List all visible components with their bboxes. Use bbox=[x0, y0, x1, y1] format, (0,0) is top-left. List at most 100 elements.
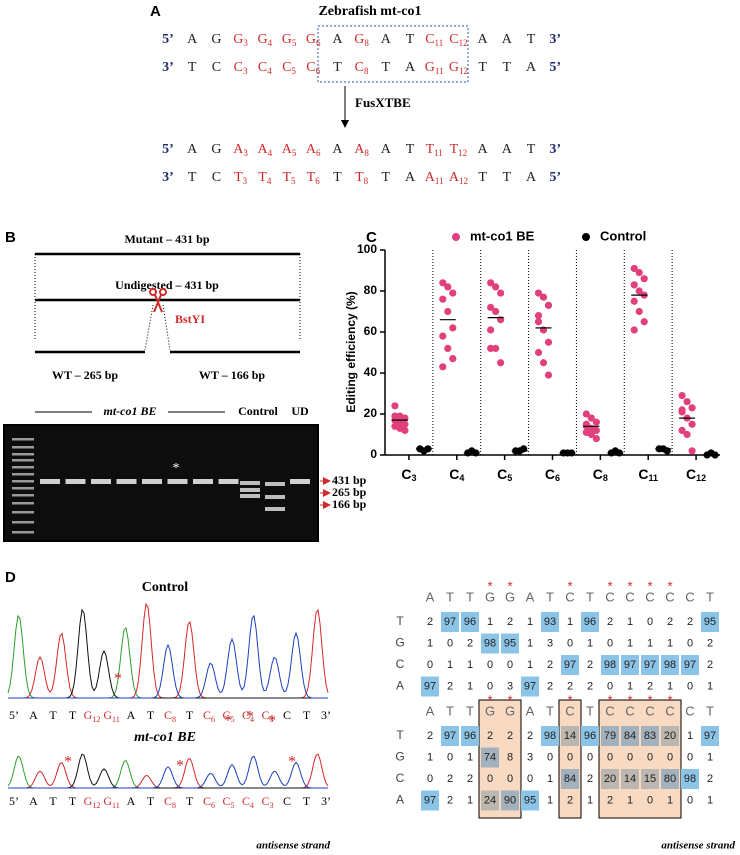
data-point bbox=[635, 268, 643, 277]
panel-label: A bbox=[150, 3, 161, 20]
base: G12 bbox=[449, 60, 468, 76]
cell-highlight bbox=[461, 612, 479, 632]
header-base: G bbox=[485, 703, 495, 718]
base-index: 12 bbox=[458, 148, 467, 158]
base: C bbox=[212, 170, 221, 185]
base: T bbox=[147, 794, 155, 808]
base: T bbox=[186, 794, 194, 808]
data-point bbox=[401, 426, 409, 434]
base-letter: C bbox=[401, 466, 411, 482]
gel-group: mt-co1 BE bbox=[104, 404, 157, 418]
base: A bbox=[127, 708, 136, 722]
data-point bbox=[487, 279, 495, 287]
cell-value: 2 bbox=[547, 659, 553, 671]
base: A bbox=[502, 142, 513, 157]
data-point bbox=[449, 355, 457, 363]
data-point bbox=[534, 312, 543, 320]
base: T bbox=[382, 60, 391, 75]
base-index: 6 bbox=[211, 715, 215, 724]
cell-value: 74 bbox=[484, 751, 496, 763]
base: A bbox=[381, 32, 392, 47]
cell-value: 97 bbox=[444, 616, 456, 628]
diagram-label: Undigested – 431 bp bbox=[115, 278, 219, 292]
base: C5 bbox=[497, 466, 512, 484]
cell-value: 97 bbox=[424, 794, 436, 806]
cell-value: 0 bbox=[567, 637, 573, 649]
ladder-band bbox=[12, 487, 34, 490]
cell-value: 0 bbox=[687, 637, 693, 649]
cell-value: 0 bbox=[607, 680, 613, 692]
cell-value: 1 bbox=[427, 637, 433, 649]
base: A5 bbox=[282, 142, 297, 158]
cell-value: 0 bbox=[447, 637, 453, 649]
row-label: C bbox=[396, 657, 405, 671]
strand-note: antisense strand bbox=[661, 840, 735, 852]
y-tick-label: 60 bbox=[364, 324, 378, 338]
base-letter: C bbox=[355, 60, 364, 75]
base-index: 11 bbox=[435, 38, 444, 48]
data-point bbox=[439, 279, 447, 287]
base: T bbox=[303, 794, 311, 808]
base: A bbox=[332, 32, 343, 47]
base: G11 bbox=[103, 794, 119, 810]
data-point bbox=[688, 404, 696, 412]
cell-highlight bbox=[621, 655, 639, 675]
header-base: C bbox=[645, 703, 654, 718]
cell-value: 0 bbox=[647, 616, 653, 628]
data-point bbox=[401, 420, 409, 428]
base-letter: C bbox=[449, 32, 458, 47]
base-letter: C bbox=[449, 466, 459, 482]
cell-value: 97 bbox=[684, 659, 696, 671]
base: T6 bbox=[307, 170, 321, 186]
cell-value: 1 bbox=[467, 680, 473, 692]
base: A bbox=[478, 142, 489, 157]
base: G12 bbox=[84, 794, 101, 810]
gel-band bbox=[65, 479, 86, 484]
base: A6 bbox=[306, 142, 321, 158]
base-letter: C bbox=[497, 466, 507, 482]
cell-value: 0 bbox=[647, 751, 653, 763]
base-index: 4 bbox=[268, 38, 273, 48]
base-index: 11 bbox=[112, 715, 120, 724]
base-letter: G bbox=[257, 32, 267, 47]
header-base: C bbox=[565, 703, 574, 718]
header-star: * bbox=[487, 578, 492, 593]
data-point bbox=[635, 307, 643, 316]
cell-value: 0 bbox=[427, 659, 433, 671]
base-letter: C bbox=[222, 708, 230, 722]
row-label: A bbox=[396, 679, 404, 693]
base: C3 bbox=[401, 466, 416, 484]
cell-value: 0 bbox=[507, 659, 513, 671]
cell-highlight bbox=[661, 655, 679, 675]
base: A bbox=[502, 32, 513, 47]
base-letter: C bbox=[242, 708, 250, 722]
header-base: T bbox=[546, 589, 554, 604]
cell-highlight bbox=[561, 769, 579, 789]
cell-value: 1 bbox=[587, 637, 593, 649]
data-point bbox=[444, 283, 452, 291]
cell-value: 2 bbox=[447, 680, 453, 692]
base: T3 bbox=[234, 170, 248, 186]
base: C6 bbox=[545, 466, 560, 484]
header-base: C bbox=[625, 703, 634, 718]
panel-title: Zebrafish mt-co1 bbox=[318, 4, 421, 19]
base: T bbox=[333, 170, 342, 185]
header-base: T bbox=[446, 703, 454, 718]
cell-value: 1 bbox=[667, 794, 673, 806]
data-point bbox=[640, 318, 648, 326]
cell-highlight bbox=[481, 633, 499, 654]
base-index: 6 bbox=[211, 801, 215, 810]
base-letter: C bbox=[234, 60, 243, 75]
cell-highlight bbox=[641, 769, 659, 789]
ladder-band bbox=[12, 453, 34, 456]
header-base: T bbox=[466, 589, 474, 604]
base-letter: C bbox=[203, 794, 211, 808]
base: T4 bbox=[258, 170, 272, 186]
cell-highlight bbox=[661, 769, 679, 789]
ladder-band bbox=[12, 446, 34, 449]
ladder-band bbox=[12, 521, 34, 524]
base-index: 8 bbox=[364, 176, 369, 186]
gel-band bbox=[167, 479, 188, 484]
base: A3 bbox=[233, 142, 248, 158]
row-label: T bbox=[396, 728, 404, 742]
